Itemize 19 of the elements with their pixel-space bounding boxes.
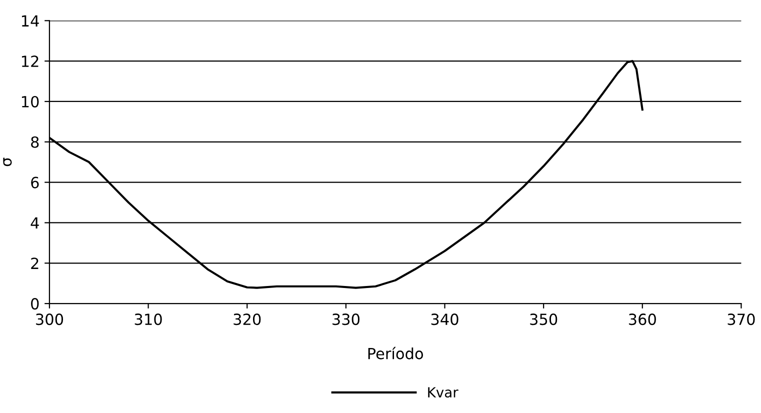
x-tick-label: 330 [332,314,360,326]
x-tick-label: 370 [728,314,755,326]
text: Kvar [428,387,458,398]
y-tick-label: 8 [31,136,39,148]
x-tick-label: 360 [628,314,656,326]
x-tick-label: 350 [530,314,558,326]
y-tick-label: 10 [22,96,39,108]
y-tick-label: 6 [31,176,39,188]
x-tick-label: 300 [36,314,64,326]
y-tick-label: 2 [31,258,38,269]
x-tick-label: 320 [234,314,261,326]
y-tick-label: 4 [30,217,39,229]
y-axis-title: σ [3,158,12,166]
x-tick-label: 310 [134,314,162,326]
x-tick-label: 340 [431,314,458,326]
y-tick-label: 0 [31,298,39,310]
x-axis-title: Período [368,346,423,360]
y-tick-label: 12 [22,56,38,67]
y-tick-label: 14 [22,15,39,26]
